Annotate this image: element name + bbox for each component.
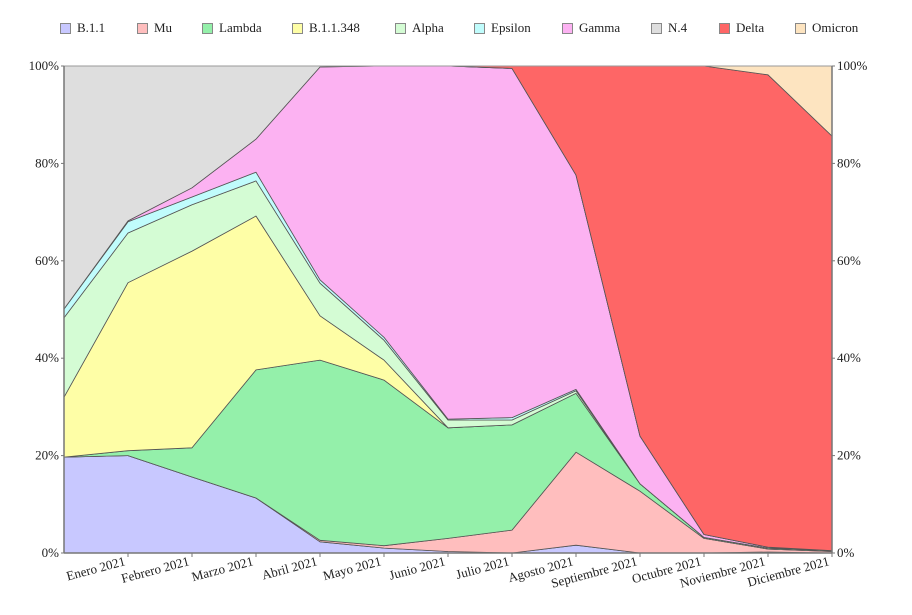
legend-label: Alpha	[412, 20, 444, 35]
x-tick-label: Mayo 2021	[321, 553, 382, 583]
y-tick-label-left: 20%	[35, 448, 59, 463]
x-tick-label: Febrero 2021	[120, 553, 191, 586]
y-tick-label-right: 60%	[837, 253, 861, 268]
legend-item-lambda: Lambda	[202, 20, 262, 36]
legend-item-mu: Mu	[137, 20, 172, 36]
legend-label: N.4	[668, 20, 688, 35]
legend-label: Lambda	[219, 20, 262, 35]
y-tick-label-left: 40%	[35, 350, 59, 365]
x-tick-label: Abril 2021	[260, 553, 319, 582]
legend-swatch	[395, 22, 406, 34]
y-tick-label-left: 80%	[35, 155, 59, 170]
legend-swatch	[719, 22, 730, 34]
legend-swatch	[60, 22, 71, 34]
y-tick-label-right: 40%	[837, 350, 861, 365]
legend-label: Gamma	[579, 20, 621, 35]
legend-item-b-1-1-348: B.1.1.348	[292, 20, 360, 36]
legend-swatch	[562, 22, 573, 34]
legend-label: Epsilon	[491, 20, 531, 35]
legend-label: B.1.1.348	[309, 20, 360, 35]
x-tick-label: Enero 2021	[65, 553, 127, 583]
legend-label: Mu	[154, 20, 173, 35]
y-axis-right: 0% 20% 40% 60% 80% 100%	[832, 58, 868, 560]
legend-item-gamma: Gamma	[562, 20, 620, 36]
y-tick-label-right: 80%	[837, 155, 861, 170]
y-tick-label-right: 0%	[837, 545, 855, 560]
legend-label: Delta	[736, 20, 765, 35]
legend-item-omicron: Omicron	[795, 20, 858, 36]
legend-swatch	[651, 22, 662, 34]
legend-item-n-4: N.4	[651, 20, 687, 36]
legend-swatch	[474, 22, 485, 34]
y-tick-label-left: 60%	[35, 253, 59, 268]
x-tick-label: Junio 2021	[387, 553, 446, 582]
chart-legend: B.1.1 Mu Lambda B.1.1.348 Alpha Epsilon Gamma N…	[0, 20, 912, 42]
y-tick-label-right: 100%	[837, 58, 868, 73]
legend-item-epsilon: Epsilon	[474, 20, 531, 36]
legend-item-b-1-1: B.1.1	[60, 20, 105, 36]
legend-swatch	[795, 22, 806, 34]
x-tick-label: Julio 2021	[454, 553, 511, 582]
legend-label: B.1.1	[77, 20, 106, 35]
legend-swatch	[137, 22, 148, 34]
legend-label: Omicron	[812, 20, 859, 35]
legend-item-delta: Delta	[719, 20, 764, 36]
y-tick-label-left: 0%	[42, 545, 60, 560]
y-tick-label-right: 20%	[837, 448, 861, 463]
x-tick-label: Marzo 2021	[190, 553, 255, 584]
y-tick-label-left: 100%	[29, 58, 60, 73]
legend-swatch	[202, 22, 213, 34]
legend-item-alpha: Alpha	[395, 20, 444, 36]
y-axis-left: 0% 20% 40% 60% 80% 100%	[29, 58, 64, 560]
area-layer	[63, 65, 833, 554]
legend-swatch	[292, 22, 303, 34]
